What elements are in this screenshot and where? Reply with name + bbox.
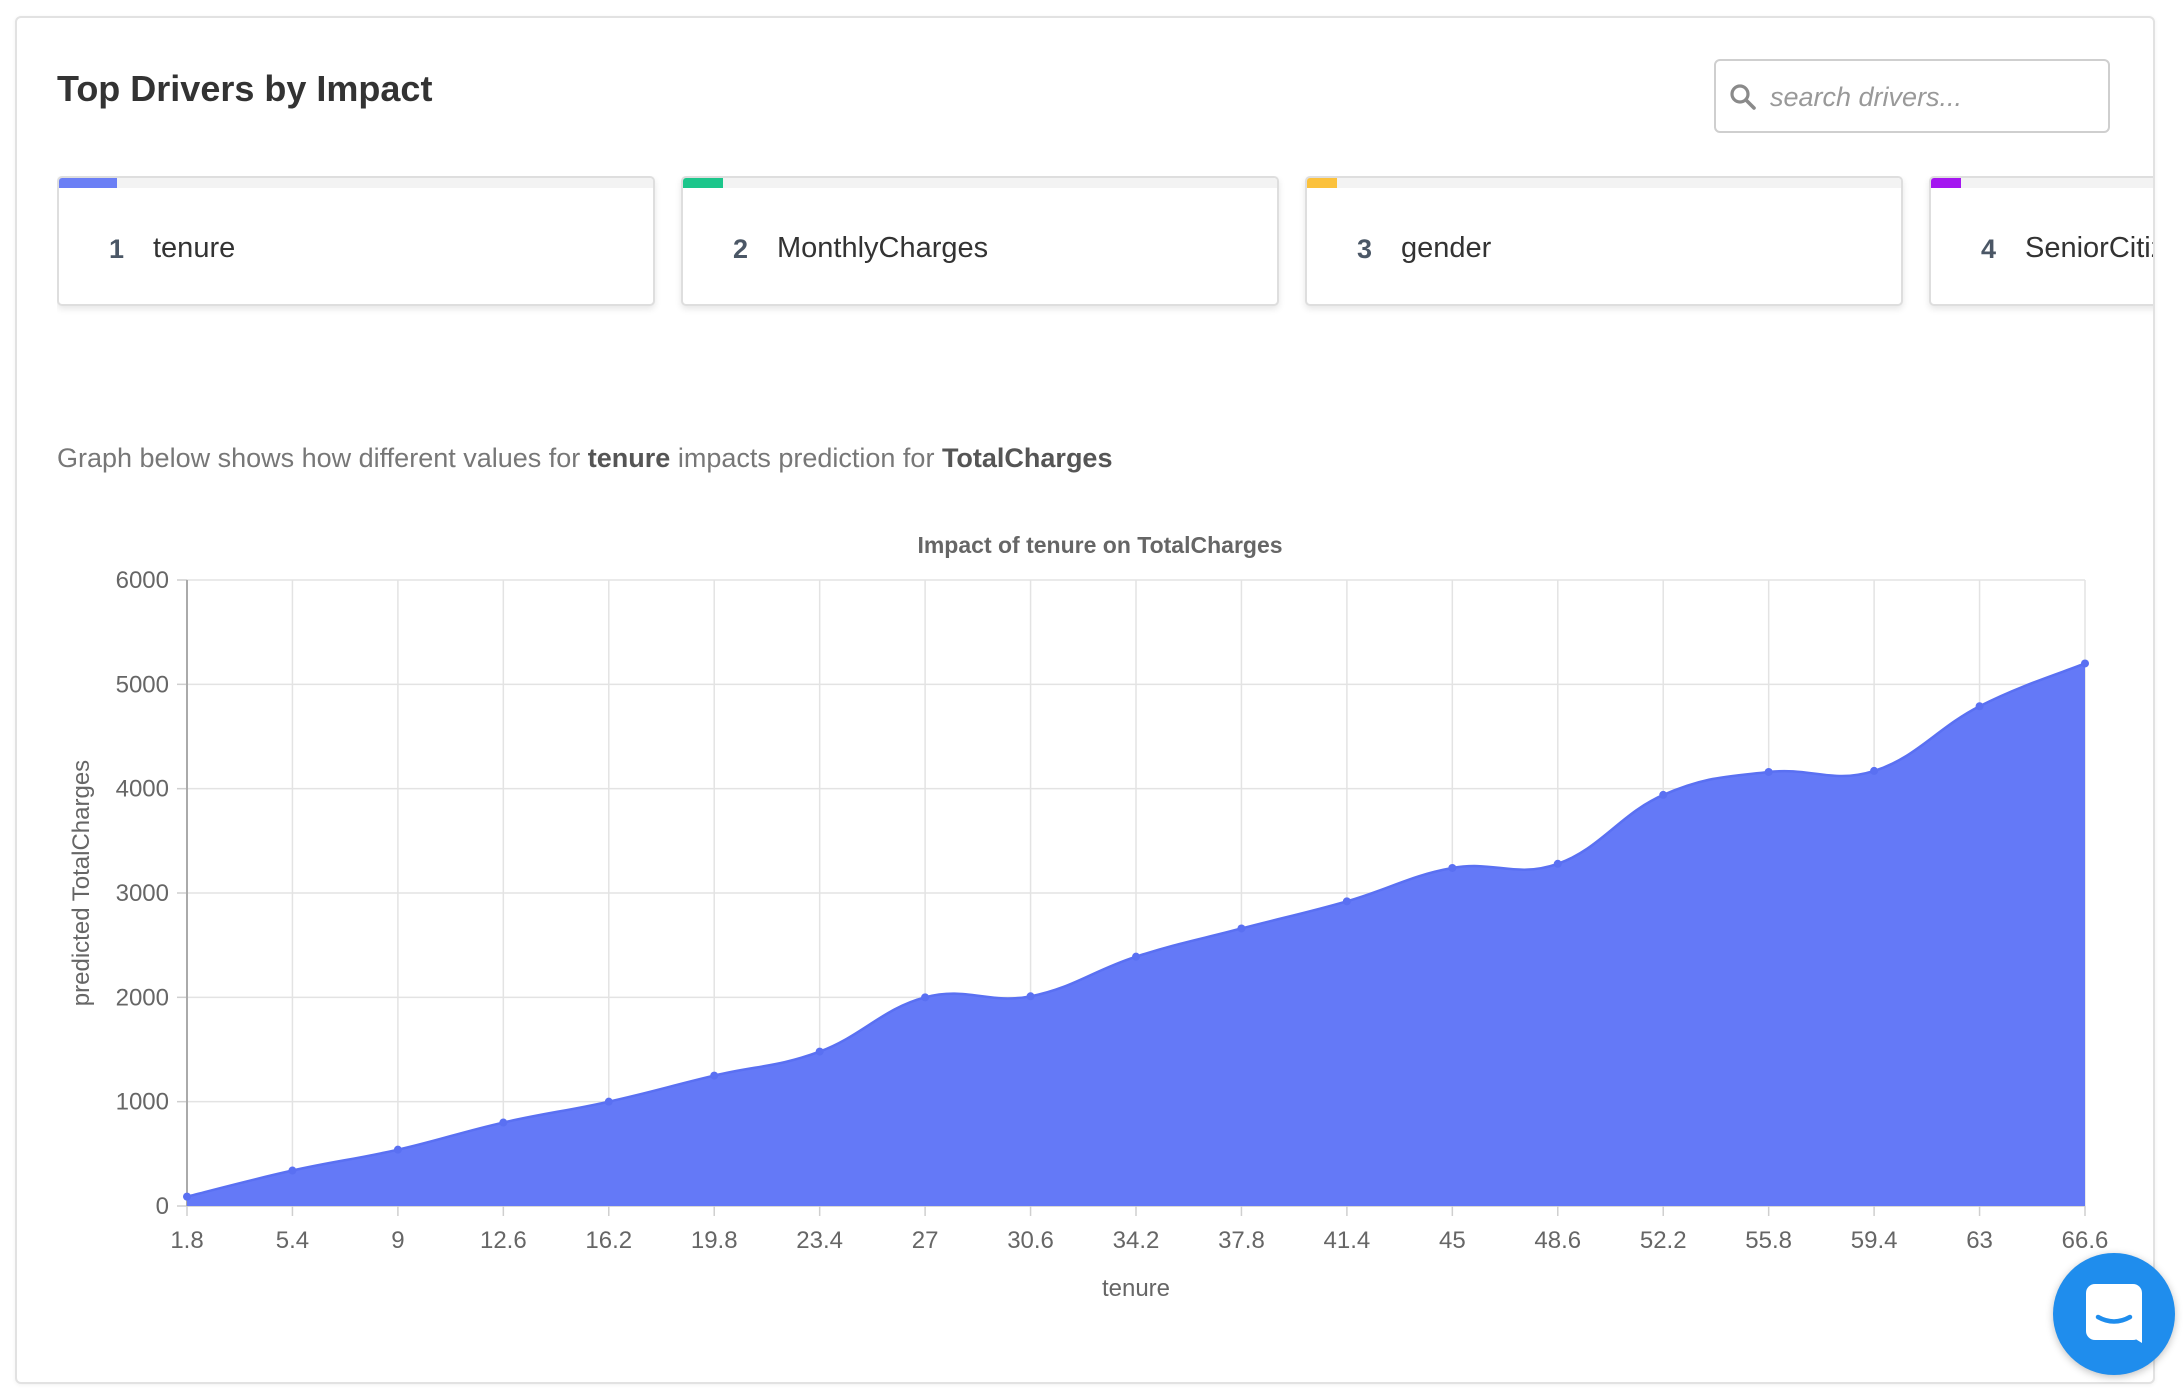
x-tick-label: 12.6 [480,1227,527,1254]
driver-name: MonthlyCharges [777,232,989,264]
data-point [1553,859,1562,868]
data-point [2081,659,2089,668]
x-tick-label: 34.2 [1113,1227,1160,1254]
driver-name: tenure [153,232,236,264]
page-title: Top Drivers by Impact [57,68,433,109]
data-point [1132,952,1140,961]
driver-rank: 3 [1357,234,1373,264]
driver-color-bar [1931,178,1961,188]
driver-card-seniorcitizen[interactable]: 4 SeniorCitizen [1929,176,2153,306]
driver-card-gender[interactable]: 3 gender [1305,176,1903,306]
description-middle: impacts prediction for [670,443,942,473]
data-point [183,1192,191,1201]
data-point [604,1097,613,1106]
x-tick-label: 1.8 [170,1227,203,1254]
x-tick-label: 48.6 [1534,1227,1581,1254]
x-tick-label: 59.4 [1851,1227,1898,1254]
driver-color-bar [683,178,723,188]
data-point [1764,767,1773,776]
data-point [1342,897,1351,906]
data-point [1870,766,1879,775]
x-tick-label: 37.8 [1218,1227,1265,1254]
data-point [1448,863,1457,872]
y-axis-label: predicted TotalCharges [68,760,95,1006]
description-target: TotalCharges [941,443,1113,473]
search-icon [1730,84,1756,110]
drivers-panel: Top Drivers by Impact 1 tenure 2 Monthly… [15,16,2155,1384]
y-tick-label: 3000 [116,880,169,907]
x-tick-label: 45 [1439,1227,1466,1254]
x-tick-label: 23.4 [796,1227,843,1254]
y-tick-label: 6000 [116,567,169,594]
series-area [187,663,2085,1206]
description-prefix: Graph below shows how different values f… [57,443,588,473]
driver-color-bar [59,178,117,188]
x-tick-label: 9 [391,1227,404,1254]
driver-rank: 2 [733,234,749,264]
data-point [921,993,930,1002]
x-tick-label: 52.2 [1640,1227,1687,1254]
data-point [815,1047,824,1056]
y-tick-label: 0 [156,1193,169,1220]
chat-icon [2086,1284,2142,1343]
data-point [1026,992,1035,1001]
driver-cards: 1 tenure 2 MonthlyCharges 3 gender 4 Sen… [57,176,2153,336]
x-tick-label: 63 [1966,1227,1993,1254]
x-tick-label: 66.6 [2062,1227,2109,1254]
description-feature: tenure [587,443,671,473]
chart-title: Impact of tenure on TotalCharges [917,532,1282,558]
x-tick-label: 30.6 [1007,1227,1054,1254]
search-box[interactable] [1714,59,2110,133]
driver-name: SeniorCitizen [2025,232,2153,264]
x-tick-label: 5.4 [276,1227,309,1254]
x-tick-label: 16.2 [585,1227,632,1254]
data-point [1237,924,1246,933]
y-tick-label: 4000 [116,776,169,803]
data-point [1659,790,1668,799]
x-tick-label: 19.8 [691,1227,738,1254]
impact-chart: 0 1000 2000 3000 4000 5000 6000 1.8 5.4 9 12.6 16.2… [68,532,2109,1302]
x-tick-label: 27 [912,1227,939,1254]
y-tick-label: 1000 [116,1089,169,1116]
driver-rank: 4 [1981,234,1997,264]
data-point [499,1118,508,1127]
data-point [710,1071,719,1080]
y-tick-label: 5000 [116,671,169,698]
x-tick-label: 41.4 [1324,1227,1371,1254]
data-point [393,1145,402,1154]
driver-color-bar [1307,178,1337,188]
data-point [288,1166,297,1175]
search-input[interactable] [1768,71,2102,123]
driver-rank: 1 [109,234,125,264]
data-point [1975,702,1984,711]
chat-launcher-button[interactable] [2053,1253,2175,1375]
driver-card-tenure[interactable]: 1 tenure [57,176,655,306]
x-axis-label: tenure [1102,1275,1170,1302]
y-tick-label: 2000 [116,984,169,1011]
x-tick-label: 55.8 [1745,1227,1792,1254]
driver-name: gender [1401,232,1492,264]
driver-card-monthlycharges[interactable]: 2 MonthlyCharges [681,176,1279,306]
chart-description: Graph below shows how different values f… [57,443,1112,474]
